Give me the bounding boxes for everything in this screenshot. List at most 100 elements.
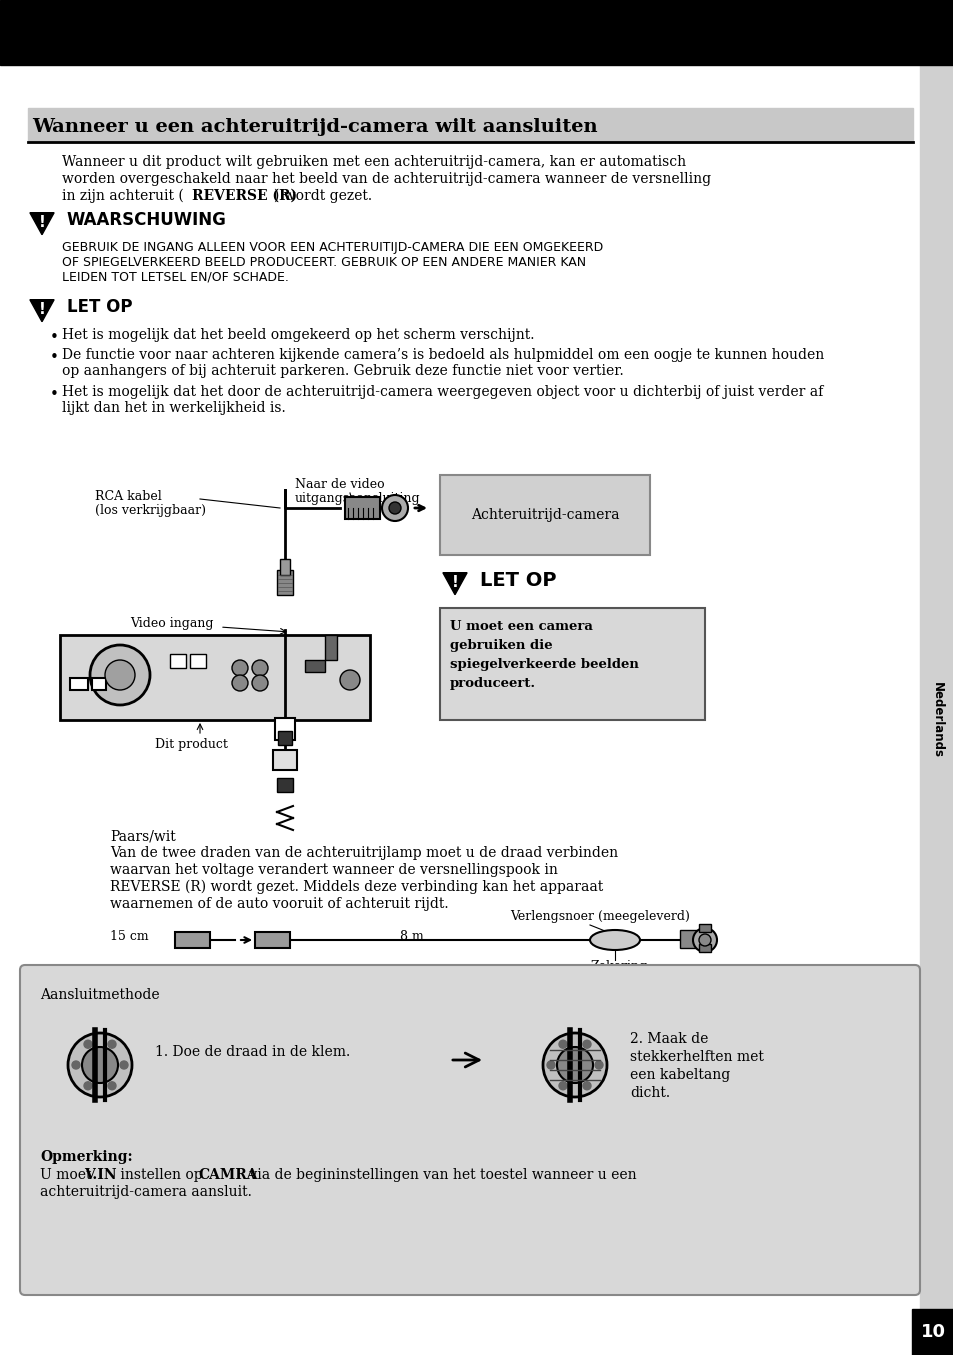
Bar <box>70 678 88 690</box>
Text: Dit product: Dit product <box>154 738 228 751</box>
Text: Nederlands: Nederlands <box>929 682 943 757</box>
Bar <box>276 778 293 793</box>
Text: Wanneer u een achteruitrijd-camera wilt aansluiten: Wanneer u een achteruitrijd-camera wilt … <box>32 118 597 136</box>
Bar <box>190 654 206 668</box>
Circle shape <box>90 645 150 705</box>
Text: Paars/wit: Paars/wit <box>110 831 175 844</box>
FancyBboxPatch shape <box>20 965 919 1295</box>
Bar <box>254 932 290 948</box>
Text: U moet een camera: U moet een camera <box>450 621 592 633</box>
Bar <box>273 751 296 770</box>
Text: instellen op: instellen op <box>116 1168 207 1182</box>
Circle shape <box>546 1061 555 1069</box>
Bar <box>345 497 379 519</box>
Text: U moet: U moet <box>40 1168 95 1182</box>
Bar <box>91 678 106 690</box>
Text: GEBRUIK DE INGANG ALLEEN VOOR EEN ACHTERUITIJD-CAMERA DIE EEN OMGEKEERD: GEBRUIK DE INGANG ALLEEN VOOR EEN ACHTER… <box>62 241 602 253</box>
Text: dicht.: dicht. <box>629 1085 669 1100</box>
Text: RCA kabel: RCA kabel <box>95 491 162 503</box>
Text: op aanhangers of bij achteruit parkeren. Gebruik deze functie niet voor vertier.: op aanhangers of bij achteruit parkeren.… <box>62 364 623 378</box>
Text: spiegelverkeerde beelden: spiegelverkeerde beelden <box>450 659 639 671</box>
Text: een kabeltang: een kabeltang <box>629 1068 729 1083</box>
Text: Zekering: Zekering <box>589 959 646 973</box>
Text: •: • <box>50 350 59 364</box>
Circle shape <box>105 660 135 690</box>
Text: stekkerhelften met: stekkerhelften met <box>629 1050 763 1064</box>
Polygon shape <box>30 299 54 321</box>
Bar <box>699 944 710 953</box>
Text: CAMRA: CAMRA <box>198 1168 257 1182</box>
Polygon shape <box>30 213 54 234</box>
Circle shape <box>252 660 268 676</box>
Bar <box>60 635 370 720</box>
Circle shape <box>82 1047 118 1083</box>
Bar <box>919 65 953 1310</box>
Circle shape <box>557 1047 593 1083</box>
Bar <box>274 718 294 740</box>
Circle shape <box>71 1061 80 1069</box>
Text: in zijn achteruit (: in zijn achteruit ( <box>62 188 184 203</box>
Circle shape <box>582 1081 590 1089</box>
Text: Opmerking:: Opmerking: <box>40 1150 132 1164</box>
Text: 1. Doe de draad in de klem.: 1. Doe de draad in de klem. <box>154 1045 350 1060</box>
Text: uitgangsaansluiting: uitgangsaansluiting <box>294 492 420 505</box>
Circle shape <box>108 1081 116 1089</box>
Text: !: ! <box>38 302 46 317</box>
Text: produceert.: produceert. <box>450 678 536 690</box>
Text: 2. Maak de: 2. Maak de <box>629 1033 708 1046</box>
Bar <box>28 108 912 142</box>
Text: LEIDEN TOT LETSEL EN/OF SCHADE.: LEIDEN TOT LETSEL EN/OF SCHADE. <box>62 271 289 285</box>
Bar <box>699 924 710 932</box>
Text: Het is mogelijk dat het beeld omgekeerd op het scherm verschijnt.: Het is mogelijk dat het beeld omgekeerd … <box>62 328 534 341</box>
Bar <box>174 932 210 948</box>
Bar <box>911 1309 953 1355</box>
Text: 15 cm: 15 cm <box>110 930 149 943</box>
Circle shape <box>699 934 710 946</box>
Text: Video ingang: Video ingang <box>130 617 213 630</box>
Text: Achteruitrijd-camera: Achteruitrijd-camera <box>470 508 618 522</box>
Text: waarvan het voltage verandert wanneer de versnellingspook in: waarvan het voltage verandert wanneer de… <box>110 863 558 877</box>
Text: !: ! <box>451 575 458 589</box>
Text: Van de twee draden van de achteruitrijlamp moet u de draad verbinden: Van de twee draden van de achteruitrijla… <box>110 846 618 860</box>
Circle shape <box>232 675 248 691</box>
Ellipse shape <box>589 930 639 950</box>
Text: WAARSCHUWING: WAARSCHUWING <box>67 211 227 229</box>
Text: REVERSE (R) wordt gezet. Middels deze verbinding kan het apparaat: REVERSE (R) wordt gezet. Middels deze ve… <box>110 879 602 894</box>
Bar <box>325 635 336 660</box>
Text: V.IN: V.IN <box>84 1168 116 1182</box>
Text: Het is mogelijk dat het door de achteruitrijd-camera weergegeven object voor u d: Het is mogelijk dat het door de achterui… <box>62 385 822 398</box>
Circle shape <box>108 1041 116 1049</box>
Circle shape <box>68 1033 132 1098</box>
Text: ) wordt gezet.: ) wordt gezet. <box>274 188 372 203</box>
Text: Wanneer u dit product wilt gebruiken met een achteruitrijd-camera, kan er automa: Wanneer u dit product wilt gebruiken met… <box>62 154 685 169</box>
Polygon shape <box>442 573 467 595</box>
Text: LET OP: LET OP <box>67 298 132 316</box>
Circle shape <box>120 1061 128 1069</box>
Text: waarnemen of de auto vooruit of achteruit rijdt.: waarnemen of de auto vooruit of achterui… <box>110 897 448 911</box>
Text: worden overgeschakeld naar het beeld van de achteruitrijd-camera wanneer de vers: worden overgeschakeld naar het beeld van… <box>62 172 710 186</box>
Circle shape <box>582 1041 590 1049</box>
Bar <box>0 0 953 65</box>
Text: •: • <box>50 388 59 402</box>
Text: gebruiken die: gebruiken die <box>450 640 552 652</box>
Circle shape <box>389 501 400 514</box>
Text: •: • <box>50 331 59 346</box>
Circle shape <box>692 928 717 953</box>
Text: OF SPIEGELVERKEERD BEELD PRODUCEERT. GEBRUIK OP EEN ANDERE MANIER KAN: OF SPIEGELVERKEERD BEELD PRODUCEERT. GEB… <box>62 256 585 270</box>
Text: via de begininstellingen van het toestel wanneer u een: via de begininstellingen van het toestel… <box>245 1168 636 1182</box>
Bar <box>277 730 292 745</box>
Circle shape <box>542 1033 606 1098</box>
Circle shape <box>84 1041 91 1049</box>
Text: !: ! <box>38 215 46 230</box>
Bar <box>170 654 186 668</box>
Text: 8 m: 8 m <box>399 930 423 943</box>
Text: Verlengsnoer (meegeleverd): Verlengsnoer (meegeleverd) <box>510 911 689 923</box>
Bar <box>439 608 704 720</box>
Text: Aansluitmethode: Aansluitmethode <box>40 988 159 1001</box>
Bar <box>439 476 649 556</box>
Circle shape <box>339 669 359 690</box>
Bar <box>276 570 293 595</box>
Text: REVERSE (R): REVERSE (R) <box>192 188 296 203</box>
Text: De functie voor naar achteren kijkende camera’s is bedoeld als hulpmiddel om een: De functie voor naar achteren kijkende c… <box>62 348 823 362</box>
Text: LET OP: LET OP <box>479 570 556 589</box>
